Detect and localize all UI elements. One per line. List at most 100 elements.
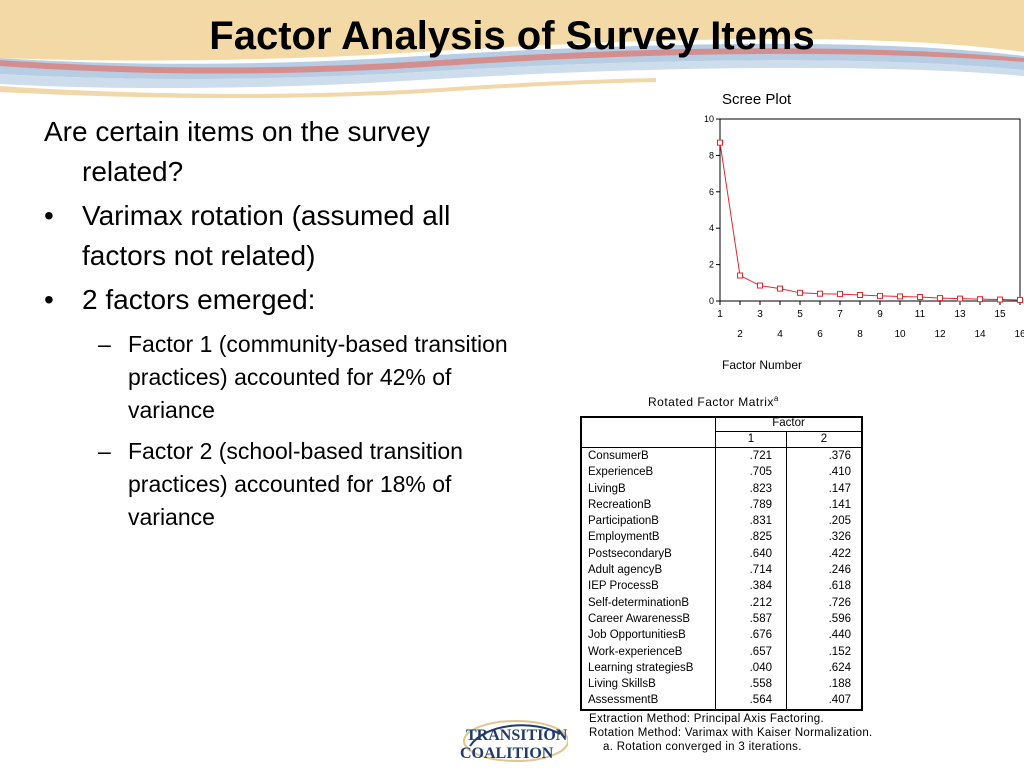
matrix-title-footnote-mark: a — [773, 394, 779, 403]
factor-1-loading-cell: .040 — [715, 659, 787, 677]
x-tick-label: 10 — [894, 329, 906, 340]
factor-2-loading-cell: .422 — [828, 547, 851, 560]
header-blank-cell — [580, 431, 716, 448]
matrix-title: Rotated Factor Matrixa — [648, 394, 779, 409]
bullet-item: • 2 factors emerged: — [44, 280, 534, 320]
scree-plot-x-label: Factor Number — [722, 358, 803, 372]
y-tick-label: 6 — [709, 187, 714, 197]
intro-question: Are certain items on the survey related? — [44, 116, 430, 187]
eigenvalue-point — [957, 295, 963, 302]
factor-2-loading-cell: .205 — [828, 515, 851, 528]
transition-coalition-logo: TRANSITION COALITION — [460, 720, 568, 762]
sub-bullet-text: Factor 2 (school-based transition practi… — [128, 438, 463, 530]
eigenvalue-point — [757, 282, 763, 289]
x-tick-label: 8 — [857, 329, 863, 340]
factor-2-loading-cell: .407 — [828, 694, 851, 707]
header-blank-cell — [580, 416, 716, 432]
rotated-factor-matrix: Factor 1 2 ConsumerB .721 .376 ExperienceB.… — [580, 416, 861, 709]
factor-1-loading-cell: .384 — [715, 578, 787, 595]
factor-2-loading-cell: .152 — [828, 645, 851, 658]
eigenvalue-point — [837, 291, 843, 298]
y-tick-label: 2 — [709, 260, 714, 270]
item-name-cell: ConsumerB — [580, 447, 716, 465]
factor-1-loading-cell: .831 — [715, 513, 787, 530]
extraction-method-note: Extraction Method: Principal Axis Factor… — [589, 713, 824, 725]
column-header-row: 1 2 — [580, 431, 861, 448]
item-name-cell: Learning strategiesB — [580, 659, 716, 677]
item-name-cell: EmploymentB — [580, 529, 716, 546]
item-name-cell: Work-experienceB — [580, 643, 716, 660]
item-name-cell: Living SkillsB — [580, 676, 716, 693]
eigenvalue-point — [1017, 296, 1023, 303]
item-name-cell: Career AwarenessB — [580, 610, 716, 628]
factor-1-loading-cell: .714 — [715, 562, 787, 579]
item-name-cell: IEP ProcessB — [580, 578, 716, 595]
matrix-row: IEP ProcessB .384 .618 — [580, 578, 861, 595]
factor-1-loading-cell: .212 — [715, 594, 787, 611]
factor-2-loading-cell: .326 — [828, 531, 851, 544]
factor-1-loading-cell: .564 — [715, 692, 787, 709]
matrix-row: Self-determinationB .212 .726 — [580, 594, 861, 611]
header-banner — [0, 0, 1024, 110]
factor-2-loading-cell: .188 — [828, 678, 851, 691]
matrix-row: PostsecondaryB .640 .422 — [580, 545, 861, 563]
y-tick-label: 10 — [704, 114, 714, 124]
factor-1-loading-cell: .721 — [715, 447, 787, 465]
factor-1-loading-cell: .823 — [715, 480, 787, 497]
factor-2-loading-cell: .376 — [828, 450, 851, 462]
eigenvalue-line — [719, 142, 1021, 301]
eigenvalue-point — [897, 293, 903, 300]
factor-1-loading-cell: .825 — [715, 529, 787, 546]
factor-1-loading-cell: .676 — [715, 627, 787, 644]
x-tick-label: 16 — [1014, 329, 1024, 340]
matrix-row: Adult agencyB .714 .246 — [580, 562, 861, 579]
slide-body: Are certain items on the survey related?… — [44, 112, 534, 534]
rotation-method-note: Rotation Method: Varimax with Kaiser Nor… — [589, 727, 873, 739]
factor-2-loading-cell: .726 — [828, 596, 851, 609]
factor-2-loading-cell: .246 — [828, 564, 851, 577]
item-name-cell: Adult agencyB — [580, 562, 716, 579]
matrix-row: AssessmentB .564 .407 — [580, 692, 861, 709]
matrix-footnote: a. Rotation converged in 3 iterations. — [589, 740, 873, 754]
factor-header-row: Factor — [580, 416, 861, 432]
factor-2-loading-cell: .618 — [828, 580, 851, 593]
footnote-mark: a. — [603, 741, 614, 753]
x-tick-label: 12 — [934, 329, 946, 340]
factor-1-loading-cell: .705 — [715, 464, 787, 481]
column-header-factor-2: 2 — [786, 431, 861, 448]
matrix-row: EmploymentB .825 .326 — [580, 529, 861, 546]
eigenvalue-point — [937, 295, 943, 302]
matrix-row: Career AwarenessB .587 .596 — [580, 610, 861, 628]
footnote-text: Rotation converged in 3 iterations. — [616, 741, 802, 753]
factor-2-loading-cell: .410 — [828, 466, 851, 479]
x-tick-label: 1 — [717, 309, 723, 320]
eigenvalue-point — [857, 291, 863, 298]
eigenvalue-point — [977, 296, 983, 303]
factor-2-loading-cell: .141 — [828, 498, 851, 511]
slide-title: Factor Analysis of Survey Items — [209, 14, 815, 58]
x-tick-label: 15 — [994, 309, 1006, 320]
matrix-row: ConsumerB .721 .376 — [580, 447, 861, 465]
item-name-cell: AssessmentB — [580, 692, 716, 709]
bullet-text: 2 factors emerged: — [82, 284, 316, 315]
item-name-cell: PostsecondaryB — [580, 545, 716, 563]
item-name-cell: Self-determinationB — [580, 594, 716, 611]
scree-plot-title: Scree Plot — [722, 91, 792, 108]
factor-2-loading-cell: .147 — [828, 482, 851, 495]
dash-glyph: – — [98, 331, 111, 357]
item-name-cell: LivingB — [580, 480, 716, 497]
factor-1-loading-cell: .558 — [715, 676, 787, 693]
matrix-row: RecreationB .789 .141 — [580, 496, 861, 514]
item-name-cell: ParticipationB — [580, 513, 716, 530]
x-tick-label: 7 — [837, 309, 843, 320]
x-tick-label: 6 — [817, 329, 823, 340]
factor-header: Factor — [715, 416, 861, 432]
x-tick-label: 3 — [757, 309, 763, 320]
factor-2-loading-cell: .624 — [828, 661, 851, 674]
matrix-row: ParticipationB .831 .205 — [580, 513, 861, 530]
eigenvalue-point — [917, 293, 923, 300]
x-tick-label: 13 — [954, 309, 966, 320]
bullet-item: • Varimax rotation (assumed all factors … — [44, 196, 534, 276]
x-tick-label: 14 — [974, 329, 986, 340]
sub-bullet-text: Factor 1 (community-based transition pra… — [128, 331, 508, 423]
